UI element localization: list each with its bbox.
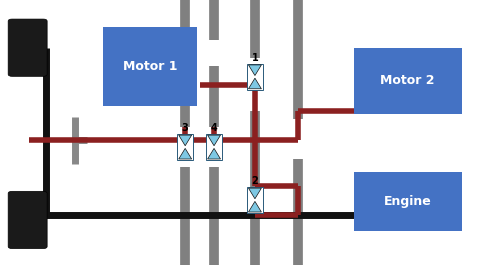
Polygon shape bbox=[248, 188, 261, 199]
Text: 4: 4 bbox=[210, 123, 217, 133]
Text: Engine: Engine bbox=[383, 195, 431, 208]
Polygon shape bbox=[248, 78, 261, 89]
Polygon shape bbox=[207, 135, 220, 146]
Text: 2: 2 bbox=[251, 176, 258, 186]
Text: 1: 1 bbox=[251, 53, 258, 63]
Text: Motor 2: Motor 2 bbox=[380, 74, 434, 87]
Polygon shape bbox=[179, 135, 191, 146]
Text: Motor 1: Motor 1 bbox=[123, 60, 177, 73]
Bar bbox=[103, 26, 197, 106]
FancyBboxPatch shape bbox=[8, 19, 47, 76]
Polygon shape bbox=[179, 148, 191, 159]
Bar bbox=[206, 134, 221, 160]
Text: 3: 3 bbox=[181, 123, 188, 133]
Polygon shape bbox=[248, 65, 261, 76]
Polygon shape bbox=[248, 201, 261, 212]
Bar bbox=[247, 64, 262, 90]
Bar bbox=[247, 187, 262, 213]
Bar bbox=[177, 134, 192, 160]
Bar bbox=[353, 172, 461, 231]
Polygon shape bbox=[207, 148, 220, 159]
FancyBboxPatch shape bbox=[8, 191, 47, 249]
Bar bbox=[353, 48, 461, 114]
